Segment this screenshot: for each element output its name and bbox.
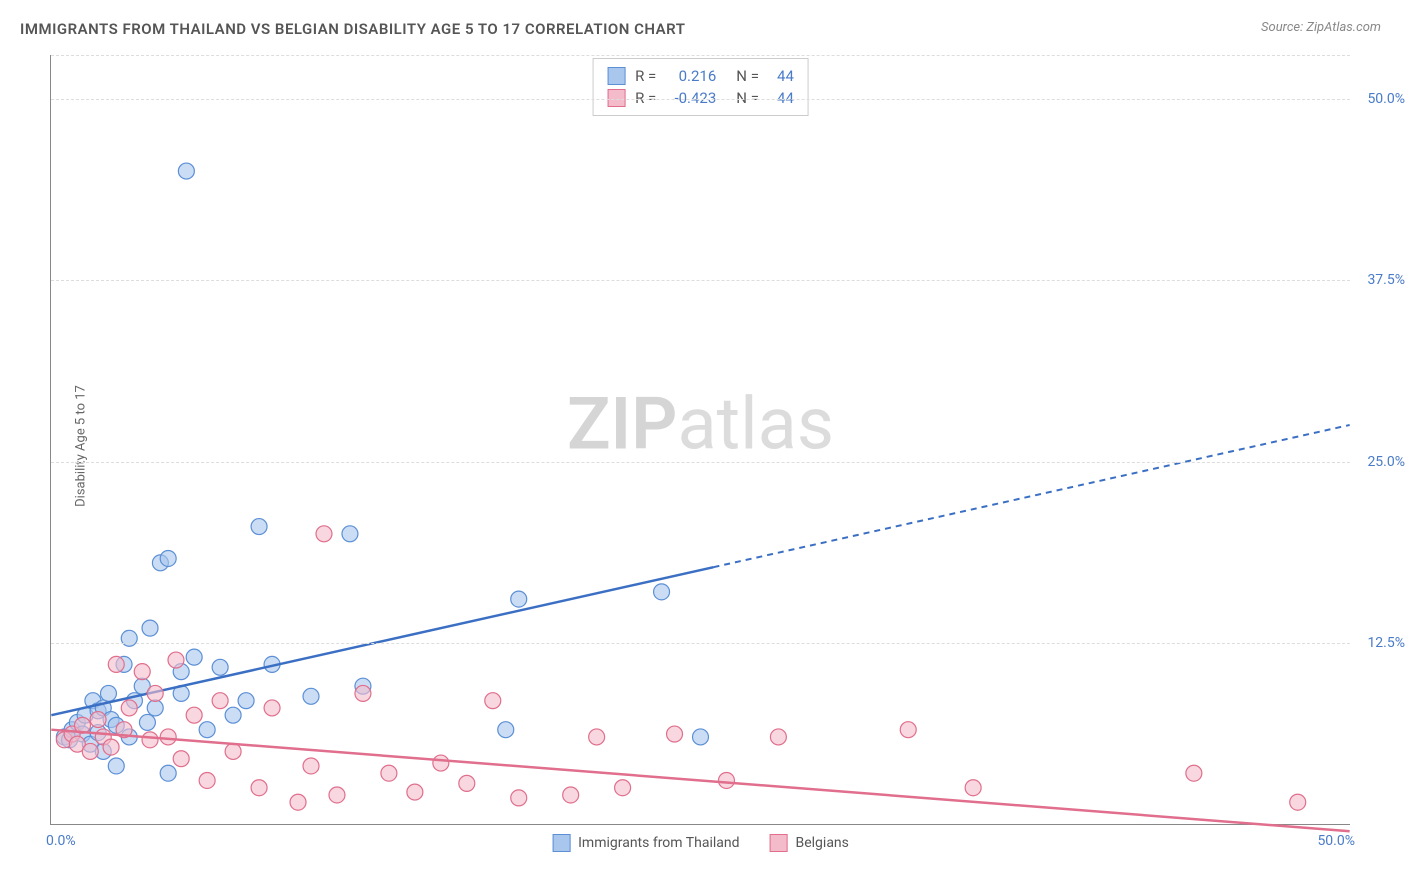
- scatter-point-thailand: [108, 758, 124, 774]
- x-tick-label: 50.0%: [1317, 833, 1355, 849]
- scatter-point-belgians: [485, 693, 501, 709]
- scatter-point-thailand: [160, 550, 176, 566]
- swatch-thailand: [552, 834, 570, 852]
- scatter-point-thailand: [693, 729, 709, 745]
- scatter-point-thailand: [212, 659, 228, 675]
- scatter-point-belgians: [563, 787, 579, 803]
- scatter-point-thailand: [511, 591, 527, 607]
- scatter-point-belgians: [121, 700, 137, 716]
- scatter-point-belgians: [264, 700, 280, 716]
- gridline: [51, 280, 1350, 281]
- y-tick-label: 25.0%: [1367, 454, 1405, 470]
- scatter-point-belgians: [1186, 765, 1202, 781]
- legend-item-thailand: Immigrants from Thailand: [552, 834, 739, 852]
- scatter-point-thailand: [186, 649, 202, 665]
- scatter-point-belgians: [1290, 794, 1306, 810]
- scatter-point-thailand: [251, 519, 267, 535]
- scatter-point-belgians: [329, 787, 345, 803]
- scatter-point-belgians: [108, 656, 124, 672]
- y-tick-label: 12.5%: [1367, 635, 1405, 651]
- gridline: [51, 643, 1350, 644]
- scatter-point-belgians: [142, 732, 158, 748]
- scatter-point-belgians: [147, 685, 163, 701]
- scatter-point-belgians: [589, 729, 605, 745]
- source-attribution: Source: ZipAtlas.com: [1261, 20, 1381, 35]
- correlation-chart: IMMIGRANTS FROM THAILAND VS BELGIAN DISA…: [0, 0, 1406, 892]
- scatter-point-belgians: [667, 726, 683, 742]
- scatter-point-belgians: [511, 790, 527, 806]
- scatter-point-belgians: [381, 765, 397, 781]
- scatter-point-belgians: [718, 772, 734, 788]
- scatter-point-belgians: [459, 775, 475, 791]
- gridline: [51, 99, 1350, 100]
- scatter-point-belgians: [103, 739, 119, 755]
- scatter-point-belgians: [199, 772, 215, 788]
- scatter-point-belgians: [770, 729, 786, 745]
- bottom-legend: Immigrants from Thailand Belgians: [552, 834, 849, 852]
- scatter-point-thailand: [654, 584, 670, 600]
- scatter-point-thailand: [178, 163, 194, 179]
- scatter-point-belgians: [290, 794, 306, 810]
- correlation-stats-box: R = 0.216 N = 44 R = -0.423 N = 44: [592, 58, 809, 116]
- scatter-point-belgians: [173, 751, 189, 767]
- y-tick-label: 37.5%: [1367, 272, 1405, 288]
- swatch-thailand: [607, 67, 625, 85]
- y-tick-label: 50.0%: [1367, 91, 1405, 107]
- gridline: [51, 462, 1350, 463]
- x-tick-label: 0.0%: [46, 833, 76, 849]
- scatter-point-thailand: [238, 693, 254, 709]
- scatter-point-belgians: [303, 758, 319, 774]
- scatter-point-belgians: [212, 693, 228, 709]
- scatter-point-thailand: [342, 526, 358, 542]
- scatter-point-thailand: [160, 765, 176, 781]
- scatter-point-thailand: [147, 700, 163, 716]
- plot-area: ZIPatlas R = 0.216 N = 44 R = -0.423 N =…: [50, 55, 1350, 825]
- gridline: [51, 55, 1350, 56]
- chart-title: IMMIGRANTS FROM THAILAND VS BELGIAN DISA…: [20, 20, 685, 38]
- scatter-point-belgians: [900, 722, 916, 738]
- scatter-point-thailand: [139, 714, 155, 730]
- scatter-point-thailand: [100, 685, 116, 701]
- scatter-point-belgians: [407, 784, 423, 800]
- scatter-point-belgians: [160, 729, 176, 745]
- scatter-point-belgians: [186, 707, 202, 723]
- regression-line-dash-thailand: [713, 425, 1349, 567]
- scatter-point-belgians: [134, 664, 150, 680]
- scatter-point-belgians: [225, 743, 241, 759]
- swatch-belgians: [770, 834, 788, 852]
- stats-row-thailand: R = 0.216 N = 44: [607, 65, 794, 87]
- scatter-point-belgians: [82, 743, 98, 759]
- scatter-point-belgians: [316, 526, 332, 542]
- scatter-point-belgians: [965, 780, 981, 796]
- scatter-point-thailand: [498, 722, 514, 738]
- scatter-point-belgians: [433, 755, 449, 771]
- scatter-point-thailand: [142, 620, 158, 636]
- scatter-point-belgians: [251, 780, 267, 796]
- scatter-point-thailand: [225, 707, 241, 723]
- scatter-point-belgians: [90, 712, 106, 728]
- scatter-point-thailand: [303, 688, 319, 704]
- scatter-point-belgians: [168, 652, 184, 668]
- scatter-point-thailand: [199, 722, 215, 738]
- scatter-point-belgians: [615, 780, 631, 796]
- plot-svg: [51, 55, 1350, 824]
- scatter-point-belgians: [355, 685, 371, 701]
- legend-item-belgians: Belgians: [770, 834, 849, 852]
